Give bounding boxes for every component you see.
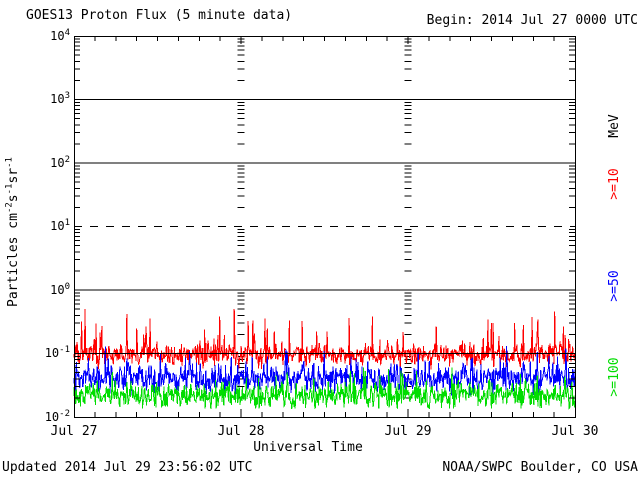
proton-flux-series-10mev (73, 309, 576, 371)
x-tick-label-jul29: Jul 29 (384, 424, 432, 439)
y-tick-label-1e-1: 10-1 (44, 345, 70, 361)
proton-flux-series-100mev (73, 367, 576, 410)
legend-entry-ge100: >=100 (607, 357, 622, 397)
flux-series (73, 309, 576, 410)
y-tick-label-1e4: 104 (50, 28, 70, 44)
legend-unit-mev: MeV (607, 114, 622, 138)
y-tick-label-1e1: 101 (50, 218, 70, 234)
legend-entry-ge50: >=50 (607, 270, 622, 302)
x-axis-title: Universal Time (253, 440, 363, 455)
updated-timestamp: Updated 2014 Jul 29 23:56:02 UTC (2, 460, 253, 475)
chart-title: GOES13 Proton Flux (5 minute data) (26, 8, 293, 23)
plot-frame (74, 36, 576, 418)
y-tick-label-1e-2: 10-2 (44, 409, 70, 425)
x-tick-label-jul27: Jul 27 (50, 424, 98, 439)
day-boundary-gridlines (237, 38, 412, 399)
begin-time-label: Begin: 2014 Jul 27 0000 UTC (426, 13, 638, 28)
source-attribution: NOAA/SWPC Boulder, CO USA (442, 460, 638, 475)
x-tick-label-jul28: Jul 28 (217, 424, 265, 439)
x-tick-label-jul30: Jul 30 (551, 424, 599, 439)
y-tick-label-1e2: 102 (50, 155, 70, 171)
y-tick-label-1e0: 100 (50, 282, 70, 298)
legend-entry-ge10: >=10 (607, 168, 622, 200)
decade-gridlines (74, 99, 575, 354)
y-tick-label-1e3: 103 (50, 91, 70, 107)
